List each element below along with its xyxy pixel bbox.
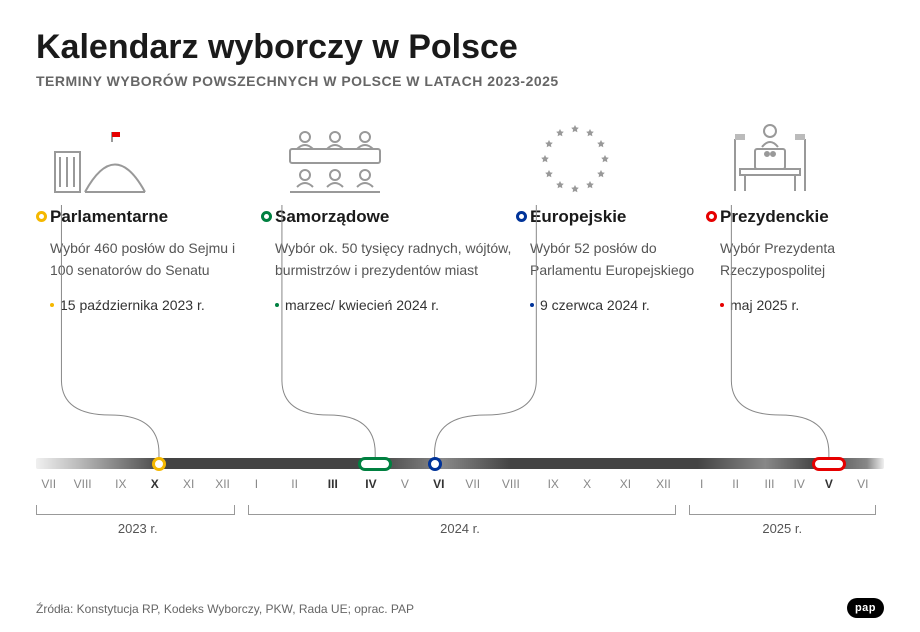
year-bracket <box>689 505 876 515</box>
event-dot-icon <box>516 211 527 222</box>
events-row: Parlamentarne Wybór 460 posłów do Sejmu … <box>36 119 884 315</box>
year-bracket <box>36 505 235 515</box>
year-bracket <box>248 505 676 515</box>
timeline-marker <box>358 457 392 471</box>
event-dot-icon <box>261 211 272 222</box>
event-date-label: marzec/ kwiecień 2024 r. <box>285 297 439 313</box>
timeline: VIIVIIIIXXXIXIIIIIIIIIVVVIVIIVIIIIXXXIXI… <box>36 458 884 551</box>
page-subtitle: TERMINY WYBORÓW POWSZECHNYCH W POLSCE W … <box>36 73 884 89</box>
event-dot-icon <box>706 211 717 222</box>
event-europejskie: Europejskie Wybór 52 posłów do Parlament… <box>516 119 706 315</box>
event-date: maj 2025 r. <box>720 296 881 316</box>
council-icon <box>275 119 516 197</box>
page-title: Kalendarz wyborczy w Polsce <box>36 28 884 67</box>
timeline-marker <box>812 457 846 471</box>
year-label: 2025 r. <box>762 521 802 536</box>
event-name-label: Europejskie <box>530 207 626 226</box>
event-name-label: Parlamentarne <box>50 207 168 226</box>
event-name-label: Prezydenckie <box>720 207 829 226</box>
month-tick: XI <box>620 477 631 491</box>
month-tick: VI <box>857 477 868 491</box>
event-name: Prezydenckie <box>720 207 881 227</box>
bullet-icon <box>275 303 279 307</box>
bullet-icon <box>50 303 54 307</box>
event-date: marzec/ kwiecień 2024 r. <box>275 296 516 316</box>
month-tick: IV <box>365 477 376 491</box>
month-tick: V <box>401 477 409 491</box>
pap-logo: pap <box>847 598 884 618</box>
event-name: Samorządowe <box>275 207 516 227</box>
event-name: Europejskie <box>530 207 706 227</box>
month-tick: V <box>825 477 833 491</box>
month-tick: III <box>328 477 338 491</box>
event-description: Wybór 460 posłów do Sejmu i 100 senatoró… <box>50 237 261 282</box>
event-name-label: Samorządowe <box>275 207 389 226</box>
event-date: 9 czerwca 2024 r. <box>530 296 706 316</box>
event-prezydenckie: Prezydenckie Wybór Prezydenta Rzeczyposp… <box>706 119 881 315</box>
event-dot-icon <box>36 211 47 222</box>
year-label: 2024 r. <box>440 521 480 536</box>
timeline-marker <box>152 457 166 471</box>
event-date-label: 9 czerwca 2024 r. <box>540 297 650 313</box>
bullet-icon <box>530 303 534 307</box>
month-tick: IV <box>794 477 805 491</box>
month-tick: XI <box>183 477 194 491</box>
month-tick: III <box>765 477 775 491</box>
month-tick: VIII <box>74 477 92 491</box>
event-description: Wybór 52 posłów do Parlamentu Europejski… <box>530 237 706 282</box>
month-tick: I <box>255 477 258 491</box>
footer-source: Źródła: Konstytucja RP, Kodeks Wyborczy,… <box>36 602 414 616</box>
event-date-label: maj 2025 r. <box>730 297 799 313</box>
president-icon <box>720 119 881 197</box>
month-tick: IX <box>548 477 559 491</box>
month-tick: IX <box>115 477 126 491</box>
month-tick: VII <box>41 477 56 491</box>
event-description: Wybór ok. 50 tysięcy radnych, wójtów, bu… <box>275 237 516 282</box>
event-name: Parlamentarne <box>50 207 261 227</box>
month-tick: I <box>700 477 703 491</box>
month-tick: XII <box>215 477 230 491</box>
timeline-marker <box>428 457 442 471</box>
month-tick: VI <box>433 477 444 491</box>
year-label: 2023 r. <box>118 521 158 536</box>
month-tick: VIII <box>502 477 520 491</box>
event-date: 15 października 2023 r. <box>50 296 261 316</box>
bullet-icon <box>720 303 724 307</box>
month-tick: X <box>583 477 591 491</box>
month-tick: XII <box>656 477 671 491</box>
month-tick: VII <box>465 477 480 491</box>
event-samorzadowe: Samorządowe Wybór ok. 50 tysięcy radnych… <box>261 119 516 315</box>
event-parlamentarne: Parlamentarne Wybór 460 posłów do Sejmu … <box>36 119 261 315</box>
event-description: Wybór Prezydenta Rzeczypospolitej <box>720 237 881 282</box>
event-date-label: 15 października 2023 r. <box>60 297 205 313</box>
month-tick: II <box>732 477 739 491</box>
eu-stars-icon <box>530 119 706 197</box>
sejm-icon <box>50 119 261 197</box>
month-tick: X <box>151 477 159 491</box>
month-tick: II <box>291 477 298 491</box>
